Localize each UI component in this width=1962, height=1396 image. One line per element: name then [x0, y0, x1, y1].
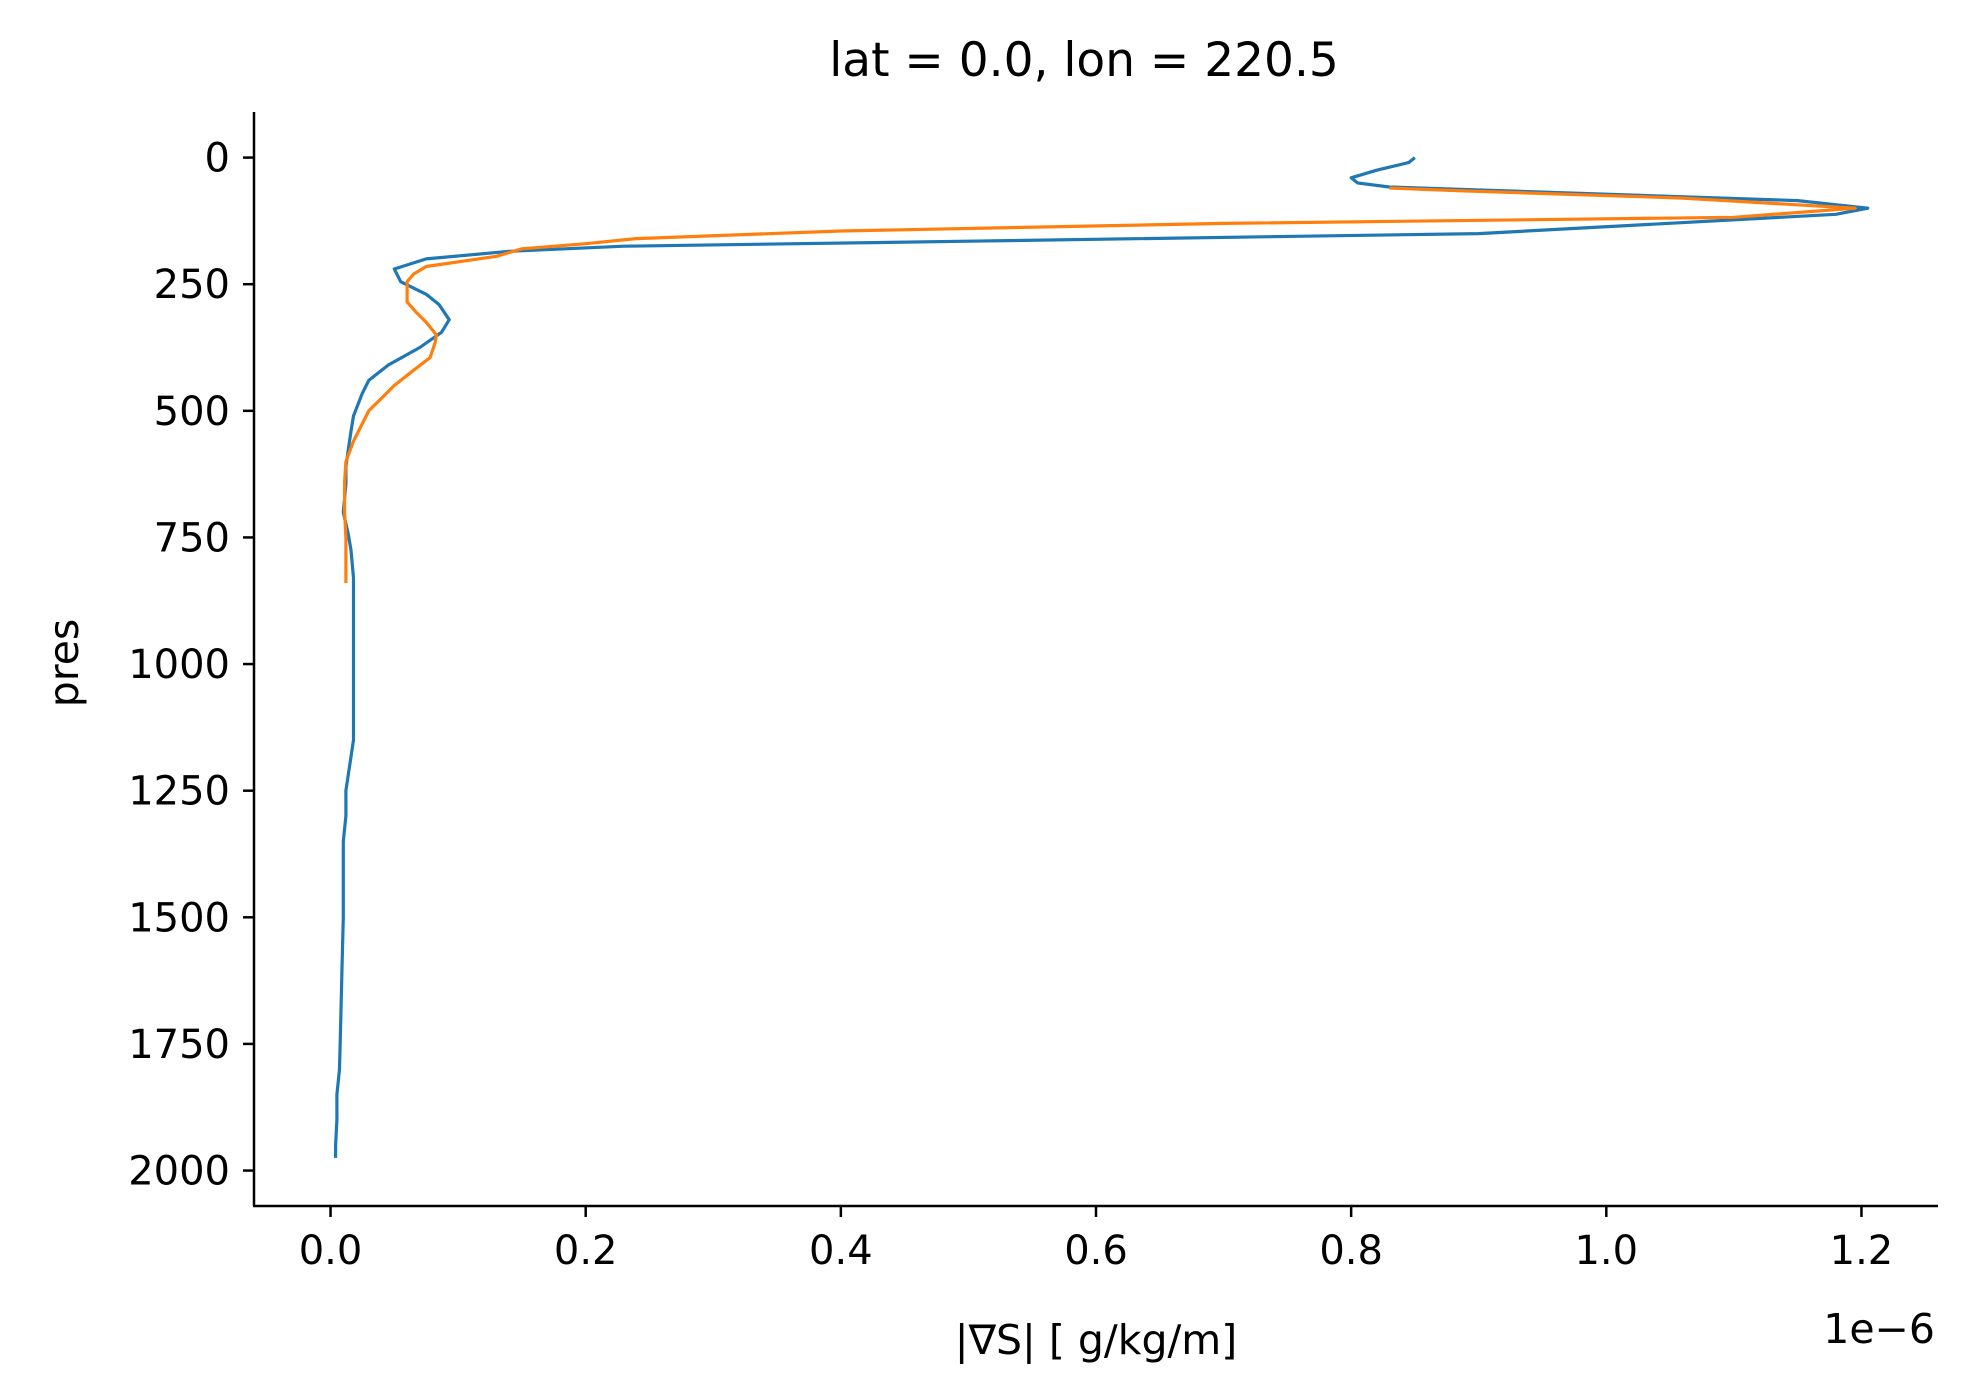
series-line-2	[343, 186, 1857, 583]
x-tick-label: 1.0	[1574, 1228, 1638, 1274]
y-tick-label: 500	[154, 389, 230, 435]
y-ticks: 0 250 500 750 1000 1250 1500 1750 2000	[128, 136, 254, 1195]
y-tick-label: 1750	[128, 1022, 230, 1068]
series-line-1	[334, 156, 1870, 1158]
x-ticks: 0.0 0.2 0.4 0.6 0.8 1.0 1.2	[299, 1206, 1894, 1274]
y-tick-label: 1500	[128, 895, 230, 941]
y-tick-label: 2000	[128, 1149, 230, 1195]
y-tick-label: 1250	[128, 769, 230, 815]
x-tick-label: 0.2	[554, 1228, 618, 1274]
y-tick-label: 1000	[128, 642, 230, 688]
x-tick-label: 1.2	[1830, 1228, 1894, 1274]
y-tick-label: 750	[154, 515, 230, 561]
chart-title: lat = 0.0, lon = 220.5	[829, 33, 1339, 88]
x-tick-label: 0.8	[1319, 1228, 1383, 1274]
x-tick-label: 0.4	[809, 1228, 873, 1274]
x-tick-label: 0.6	[1064, 1228, 1128, 1274]
y-tick-label: 0	[205, 136, 230, 182]
x-axis-label: |∇S| [ g/kg/m]	[955, 1316, 1238, 1364]
y-tick-label: 250	[154, 262, 230, 308]
x-tick-label: 0.0	[299, 1228, 363, 1274]
y-axis-label: pres	[40, 619, 88, 708]
x-offset-text: 1e−6	[1823, 1305, 1935, 1353]
series-layer	[334, 156, 1870, 1158]
